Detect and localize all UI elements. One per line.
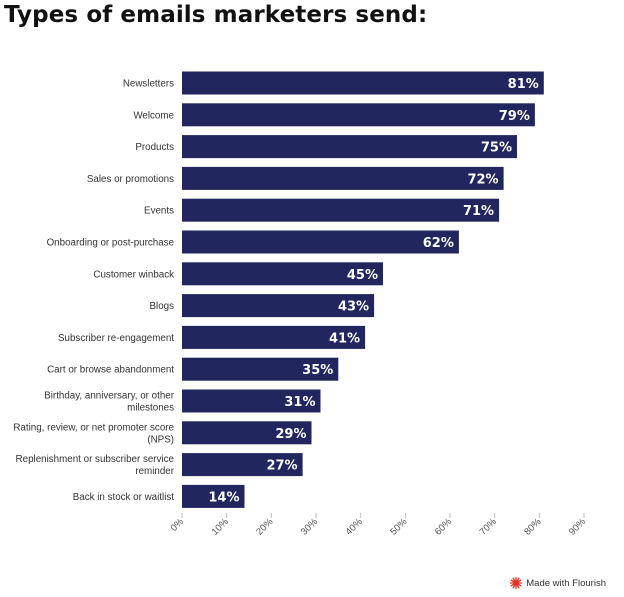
category-label: Rating, review, or net promoter score (NP… [13,422,174,445]
x-tick-label: 70% [478,516,500,538]
value-label: 31% [284,395,315,410]
bar [182,135,517,159]
value-labels-group: 81% 79% 75% 72% 71% 62% 45% 43% 41% 35% 31% 29% 27% 1… [208,77,538,505]
bar [182,294,375,318]
x-tick-label: 60% [433,516,455,538]
bar [182,71,544,95]
category-label: Sales or promotions [87,174,174,185]
bar [182,325,366,349]
category-label: Birthday, anniversary, or other milestone… [44,391,175,414]
flourish-logo-center [514,581,519,585]
x-tick-label: 0% [169,516,187,534]
value-label: 71% [463,204,494,219]
value-label: 81% [508,77,539,92]
bar [182,166,504,190]
value-label: 62% [423,236,454,251]
value-label: 75% [481,141,512,156]
category-label: Events [144,206,174,217]
category-label: Onboarding or post-purchase [47,238,175,249]
category-label: Replenishment or subscriber service remin… [16,454,175,477]
x-tick-label: 80% [522,516,544,538]
category-label: Products [135,142,174,153]
x-tick-label: 20% [254,516,276,538]
flourish-logo-icon [510,577,523,589]
bar [182,198,500,222]
x-tick-label: 40% [344,516,366,538]
category-label: Newsletters [123,79,174,90]
bar [182,103,535,127]
x-axis: 0% 10% 20% 30% 40% 50% 60% 70% 80% 90% [169,513,589,538]
category-label: Cart or browse abandonment [47,365,174,376]
bar [182,421,312,445]
category-label: Welcome [133,110,174,121]
bar [182,230,459,254]
bar [182,262,383,286]
x-tick-label: 50% [388,516,410,538]
value-label: 43% [338,300,369,315]
flourish-credit-text: Made with Flourish [526,577,606,589]
chart-title: Types of emails marketers send: [4,2,428,28]
value-label: 79% [499,109,530,124]
value-label: 29% [275,427,306,442]
x-tick-label: 90% [567,516,589,538]
category-labels-group: Newsletters Welcome Products Sales or promo… [13,79,174,503]
value-label: 45% [347,268,378,283]
category-label: Blogs [149,301,174,312]
category-label: Back in stock or waitlist [73,492,175,503]
value-label: 72% [467,172,498,187]
bar [182,453,303,477]
value-label: 27% [266,459,297,474]
bars-group [182,71,544,508]
category-label: Subscriber re-engagement [58,333,174,344]
category-label: Customer winback [93,269,174,280]
value-label: 14% [208,490,239,505]
made-with-flourish-credit[interactable]: Made with Flourish [510,577,606,589]
value-label: 35% [302,363,333,378]
value-label: 41% [329,331,360,346]
bar [182,357,339,381]
bar [182,389,321,413]
x-tick-label: 30% [299,516,321,538]
x-tick-label: 10% [210,516,232,538]
bar [182,484,245,508]
